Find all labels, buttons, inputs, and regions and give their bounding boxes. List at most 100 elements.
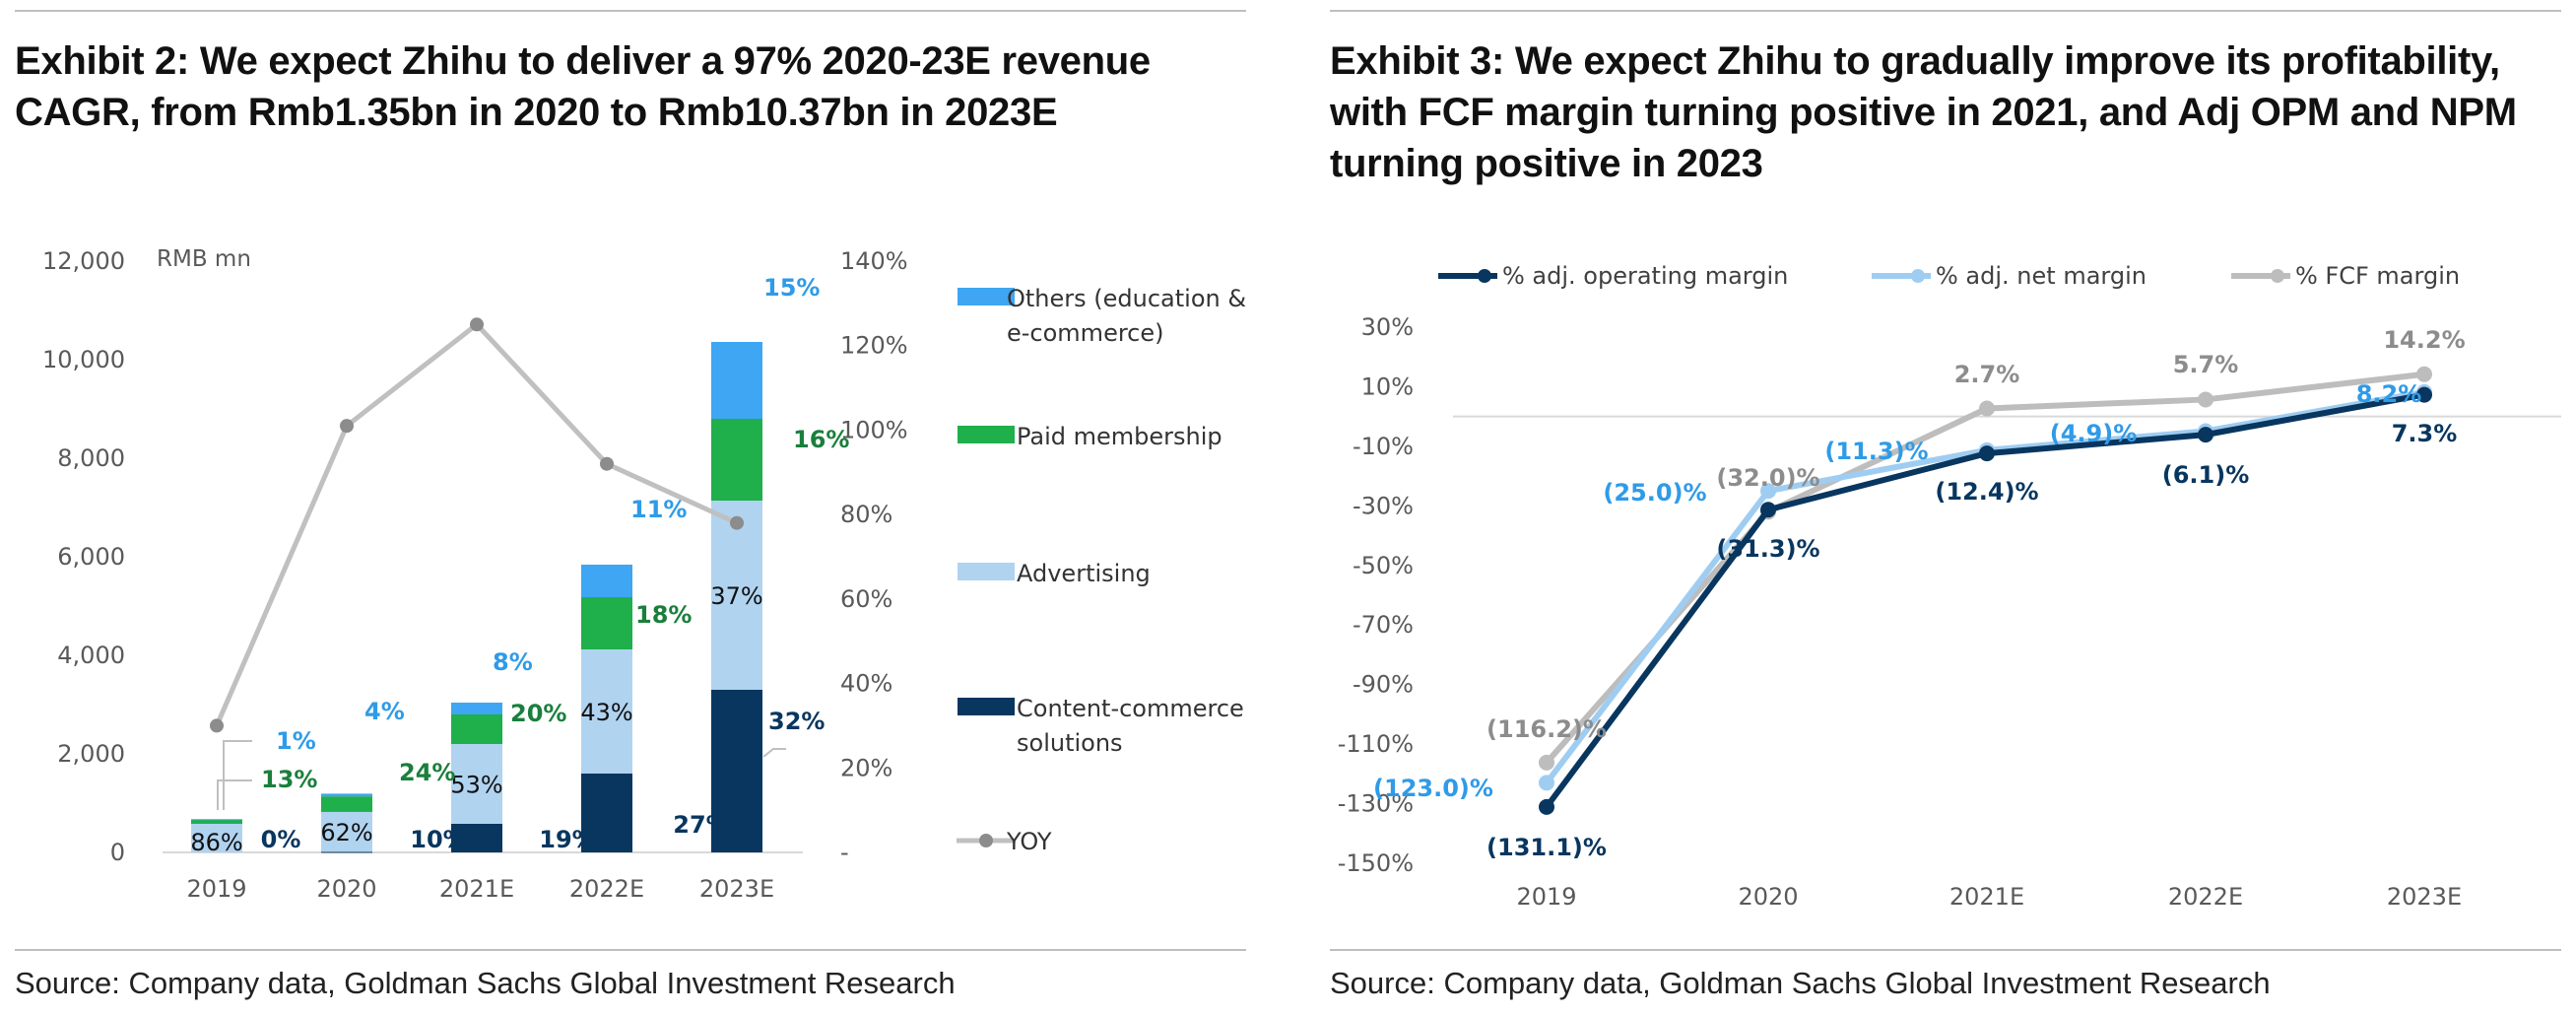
y-tick-label: 30% — [1361, 313, 1414, 341]
operating-margin-point — [1760, 502, 1776, 518]
bar-others — [581, 565, 632, 597]
legend-marker — [2271, 269, 2284, 283]
fcf-margin-label: 14.2% — [2383, 326, 2465, 354]
label-pointer — [223, 740, 252, 810]
paid-membership-share-label: 13% — [261, 766, 317, 793]
bar-content-commerce — [321, 851, 372, 853]
others-share-label: 4% — [364, 698, 405, 725]
margin-line-chart: -150% -130% -110% -90% -70% -50% -30% -10% 10% 30… — [1338, 262, 2561, 911]
fcf-margin-point — [1979, 400, 1995, 417]
operating-margin-label: (12.4)% — [1935, 478, 2038, 506]
legend-label: Others (education & — [1007, 285, 1246, 312]
y-tick-label: -130% — [1338, 790, 1414, 818]
yoy-point — [470, 317, 484, 332]
y-tick-label: -10% — [1353, 433, 1414, 460]
y-tick-label: -150% — [1338, 849, 1414, 877]
legend-label: % FCF margin — [2295, 262, 2460, 290]
paid-membership-share-label: 20% — [510, 700, 566, 727]
net-margin-label: (4.9)% — [2050, 420, 2138, 447]
y-tick-label: 4,000 — [57, 642, 125, 669]
y-tick-label: 0 — [110, 839, 125, 866]
paid-membership-share-label: 16% — [793, 426, 849, 453]
content-commerce-share-label: 0% — [261, 826, 301, 853]
x-tick-label: 2023E — [699, 875, 774, 903]
x-tick-label: 2020 — [316, 875, 376, 903]
bar-others — [451, 703, 502, 714]
exhibit-3-title: Exhibit 3: We expect Zhihu to gradually … — [1330, 39, 2517, 185]
advertising-share-label: 86% — [190, 829, 242, 856]
x-tick-label: 2019 — [1516, 883, 1576, 911]
bar-others — [321, 793, 372, 797]
fcf-margin-label: 5.7% — [2173, 351, 2239, 378]
x-tick-label: 2022E — [569, 875, 644, 903]
x-tick-label: 2021E — [1949, 883, 2024, 911]
y-tick-label: 8,000 — [57, 444, 125, 472]
bar-advertising — [581, 649, 632, 774]
others-share-label: 1% — [276, 727, 316, 755]
operating-margin-point — [1979, 445, 1995, 462]
content-commerce-share-label: 32% — [768, 708, 825, 735]
operating-margin-point — [1539, 798, 1554, 815]
exhibit-3-source: Source: Company data, Goldman Sachs Glob… — [1330, 966, 2271, 1000]
y-tick-label: -90% — [1353, 671, 1414, 699]
legend-label: % adj. net margin — [1936, 262, 2147, 290]
y-tick-label: 2,000 — [57, 740, 125, 768]
legend-marker — [1911, 269, 1925, 283]
legend-marker — [1478, 269, 1491, 283]
y-tick-label: -30% — [1353, 492, 1414, 519]
yoy-line — [214, 320, 739, 727]
legend-label: YOY — [1006, 828, 1052, 855]
exhibit-3-panel: Exhibit 3: We expect Zhihu to gradually … — [1330, 0, 2561, 1015]
others-share-label: 11% — [630, 496, 687, 523]
y-tick-label: 10,000 — [42, 346, 125, 373]
others-share-label: 15% — [763, 274, 820, 302]
x-tick-label: 2022E — [2168, 883, 2243, 911]
yoy-point — [730, 515, 744, 530]
bar-paid-membership — [451, 714, 502, 744]
operating-margin-point — [2198, 427, 2213, 443]
y-tick-label: 6,000 — [57, 543, 125, 571]
y2-tick-label: 140% — [840, 247, 908, 275]
yoy-point — [600, 456, 614, 471]
fcf-margin-point — [1539, 754, 1554, 771]
advertising-share-label: 53% — [450, 772, 502, 799]
legend-marker — [979, 834, 993, 847]
y2-tick-label: 40% — [840, 670, 892, 698]
fcf-margin-label: (32.0)% — [1716, 464, 1819, 492]
bar-others — [711, 342, 762, 419]
bottom-rule — [1330, 949, 2561, 951]
label-pointer — [762, 748, 786, 758]
legend-label: % adj. operating margin — [1502, 262, 1788, 290]
fcf-margin-label: (116.2)% — [1486, 715, 1607, 743]
legend-swatch — [958, 563, 1015, 580]
paid-membership-share-label: 24% — [399, 759, 455, 786]
bar-others — [191, 819, 242, 821]
content-commerce-share-label: 10% — [410, 826, 466, 853]
operating-margin-label: 7.3% — [2392, 420, 2458, 447]
legend-label: Content-commerce — [1017, 695, 1244, 722]
y2-tick-label: 100% — [840, 416, 908, 443]
y-tick-label: -110% — [1338, 730, 1414, 758]
bar-content-commerce — [711, 690, 762, 852]
legend-swatch — [958, 698, 1015, 715]
operating-margin-label: (6.1)% — [2162, 461, 2250, 489]
net-margin-point — [1539, 775, 1554, 791]
fcf-margin-line — [1544, 371, 2425, 765]
x-tick-label: 2020 — [1738, 883, 1798, 911]
y-tick-label: 10% — [1361, 372, 1414, 400]
legend-label: solutions — [1017, 729, 1123, 757]
x-tick-label: 2019 — [186, 875, 246, 903]
top-rule — [15, 10, 1246, 12]
exhibit-2-source: Source: Company data, Goldman Sachs Glob… — [15, 966, 956, 1000]
revenue-stacked-bar-chart: 0 2,000 4,000 6,000 8,000 10,000 12,000 RMB mn -… — [42, 246, 1246, 903]
content-commerce-share-label: 27% — [673, 811, 729, 839]
net-margin-label: (25.0)% — [1603, 479, 1706, 507]
exhibit-2-title: Exhibit 2: We expect Zhihu to deliver a … — [15, 39, 1151, 134]
net-margin-label: (123.0)% — [1373, 775, 1493, 802]
bar-advertising — [451, 744, 502, 824]
advertising-share-label: 62% — [320, 819, 372, 846]
x-tick-label: 2021E — [439, 875, 514, 903]
operating-margin-label: (31.3)% — [1716, 535, 1819, 563]
y2-tick-label: 80% — [840, 501, 892, 528]
label-pointer — [217, 779, 252, 810]
